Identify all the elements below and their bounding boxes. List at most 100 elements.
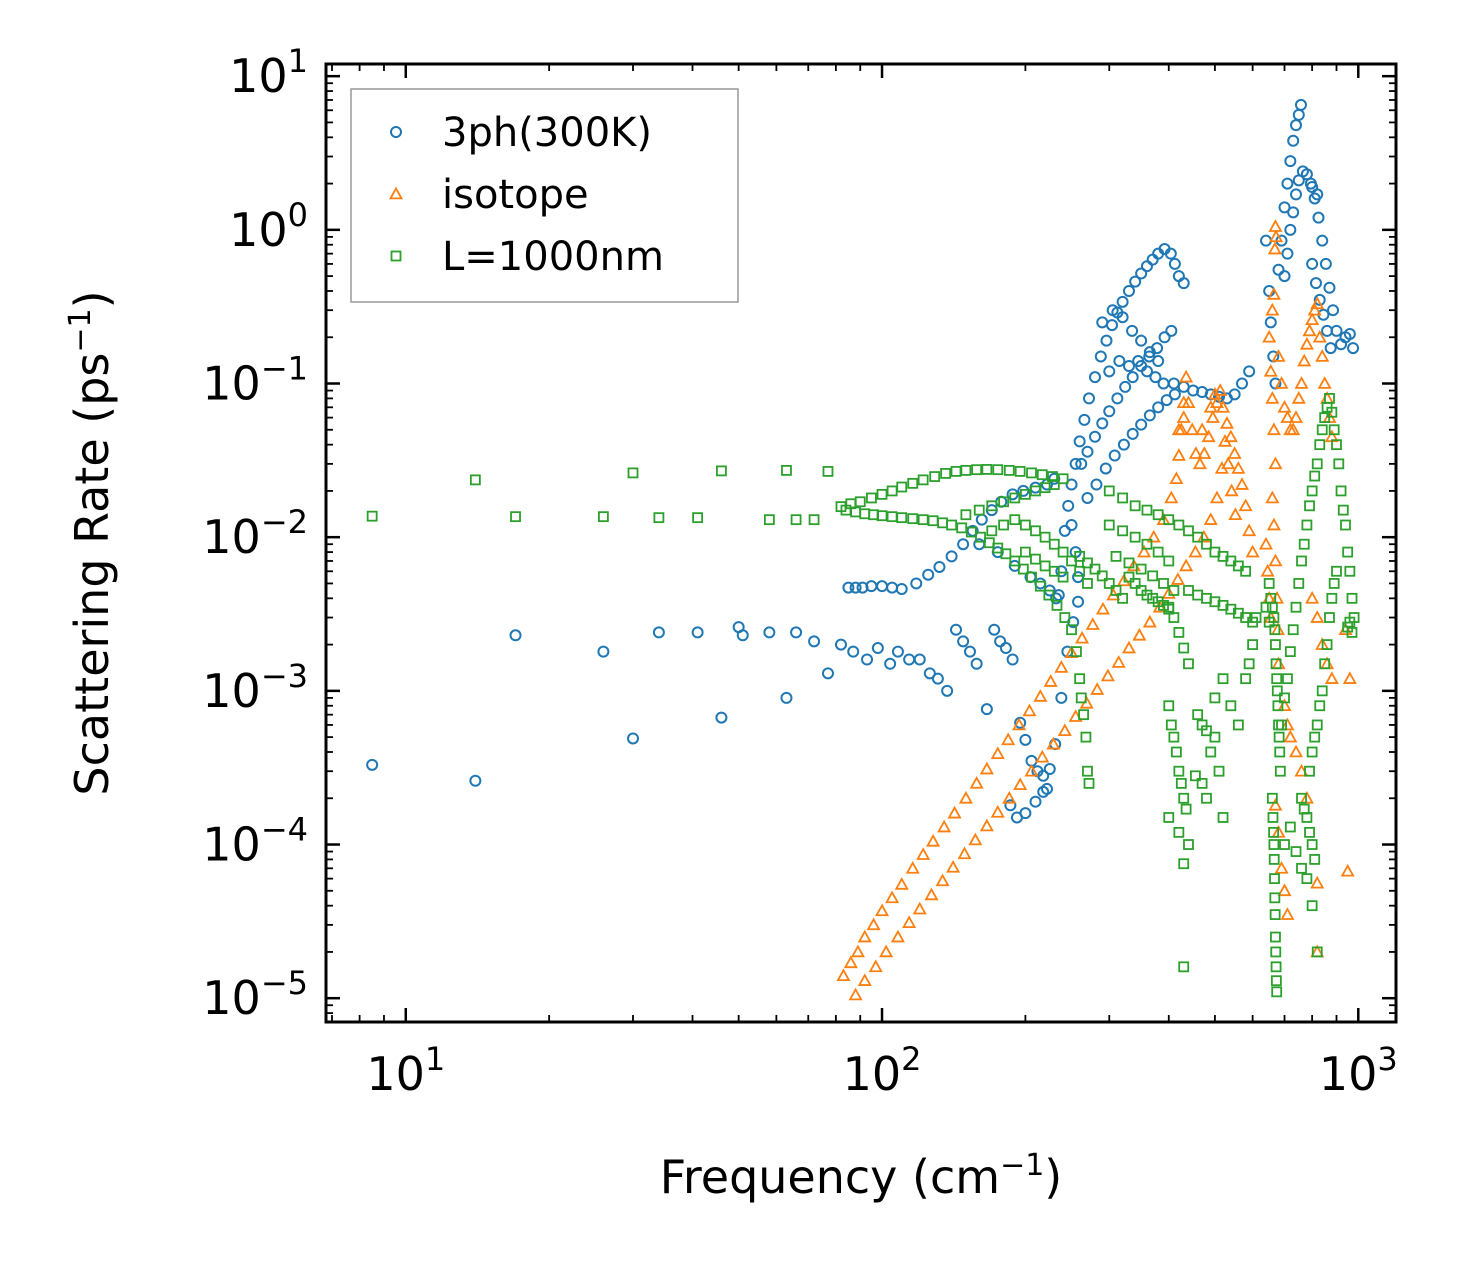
- legend-item: L=1000nm: [390, 234, 664, 280]
- data-point: [1019, 733, 1032, 746]
- data-point: [1316, 685, 1328, 697]
- data-point: [843, 955, 858, 969]
- data-point: [1168, 585, 1180, 596]
- data-point: [1030, 525, 1041, 537]
- data-point: [1266, 792, 1278, 804]
- data-point: [1103, 519, 1115, 531]
- data-point: [1331, 565, 1342, 577]
- data-point: [1075, 692, 1087, 704]
- data-point: [1116, 311, 1129, 324]
- data-point: [1201, 538, 1212, 550]
- data-point: [1344, 616, 1356, 628]
- legend-item: isotope: [388, 172, 589, 218]
- data-point: [1167, 377, 1180, 390]
- data-point: [1014, 465, 1026, 477]
- data-point: [1132, 627, 1147, 641]
- data-point: [884, 657, 897, 670]
- data-point: [1152, 509, 1164, 521]
- data-point: [1337, 504, 1349, 516]
- data-point: [1223, 429, 1238, 443]
- data-point: [1116, 295, 1129, 308]
- y-tick-label: 10−1: [202, 350, 308, 411]
- data-point: [1310, 610, 1325, 623]
- data-point: [1066, 624, 1077, 636]
- data-point: [1209, 731, 1221, 743]
- data-point: [1014, 716, 1027, 729]
- data-point: [1296, 792, 1307, 804]
- data-point: [716, 465, 727, 477]
- data-point: [886, 581, 899, 594]
- x-tick-label: 102: [843, 1040, 922, 1101]
- data-point: [1284, 155, 1297, 168]
- data-point: [1168, 257, 1181, 270]
- data-point: [1306, 900, 1318, 912]
- data-point: [1065, 519, 1078, 532]
- data-point: [945, 550, 958, 563]
- data-point: [950, 465, 962, 477]
- data-point: [857, 973, 872, 986]
- data-point: [1192, 531, 1204, 543]
- data-point: [1090, 478, 1103, 491]
- data-point: [1219, 416, 1235, 429]
- data-point: [1029, 481, 1042, 494]
- data-point: [1160, 394, 1173, 407]
- data-point: [1129, 578, 1141, 589]
- data-point: [1078, 709, 1090, 721]
- data-point: [790, 626, 803, 639]
- data-point: [1072, 571, 1085, 584]
- data-point: [469, 774, 482, 787]
- data-point: [1279, 692, 1290, 704]
- data-point: [1316, 424, 1328, 436]
- data-point: [1301, 873, 1313, 885]
- data-point: [1306, 746, 1318, 758]
- data-point: [1146, 253, 1159, 266]
- data-point: [1057, 723, 1072, 737]
- data-point: [1209, 395, 1225, 409]
- data-point: [1117, 492, 1129, 504]
- data-point: [947, 805, 962, 819]
- data-point: [1043, 589, 1055, 601]
- data-point: [1274, 765, 1286, 777]
- data-point: [1298, 538, 1310, 550]
- data-point: [994, 635, 1007, 648]
- data-point: [1035, 749, 1050, 763]
- data-point: [1026, 571, 1037, 583]
- data-point: [1281, 177, 1294, 190]
- data-point: [1213, 765, 1225, 777]
- data-point: [1264, 316, 1277, 329]
- data-point: [1290, 188, 1303, 201]
- data-point: [1228, 507, 1243, 521]
- data-point: [1178, 792, 1190, 804]
- data-point: [1205, 410, 1220, 423]
- data-point: [1163, 700, 1175, 712]
- data-point: [1096, 570, 1108, 582]
- data-point: [1013, 777, 1028, 791]
- data-point: [1217, 434, 1233, 447]
- data-point: [1096, 417, 1109, 430]
- data-point: [1043, 763, 1056, 776]
- data-point: [1123, 571, 1135, 583]
- data-point: [1122, 284, 1135, 297]
- data-point: [1078, 413, 1091, 426]
- data-point: [1048, 479, 1060, 490]
- legend-label: 3ph(300K): [442, 110, 652, 156]
- data-point: [1317, 376, 1332, 389]
- data-point: [1164, 247, 1177, 260]
- data-point: [1299, 336, 1314, 350]
- data-point: [998, 496, 1010, 508]
- data-point: [1311, 719, 1323, 731]
- data-point: [1183, 839, 1194, 850]
- data-point: [1296, 862, 1307, 874]
- data-point: [980, 703, 993, 716]
- data-point: [1089, 563, 1101, 575]
- data-point: [975, 513, 988, 526]
- data-point: [1201, 792, 1212, 804]
- data-point: [1277, 399, 1292, 413]
- data-point: [1165, 719, 1177, 731]
- data-point: [1163, 603, 1175, 615]
- data-point: [1071, 646, 1082, 658]
- data-point: [946, 519, 958, 531]
- data-point: [1088, 430, 1101, 443]
- data-point: [691, 626, 704, 639]
- data-point: [896, 512, 908, 524]
